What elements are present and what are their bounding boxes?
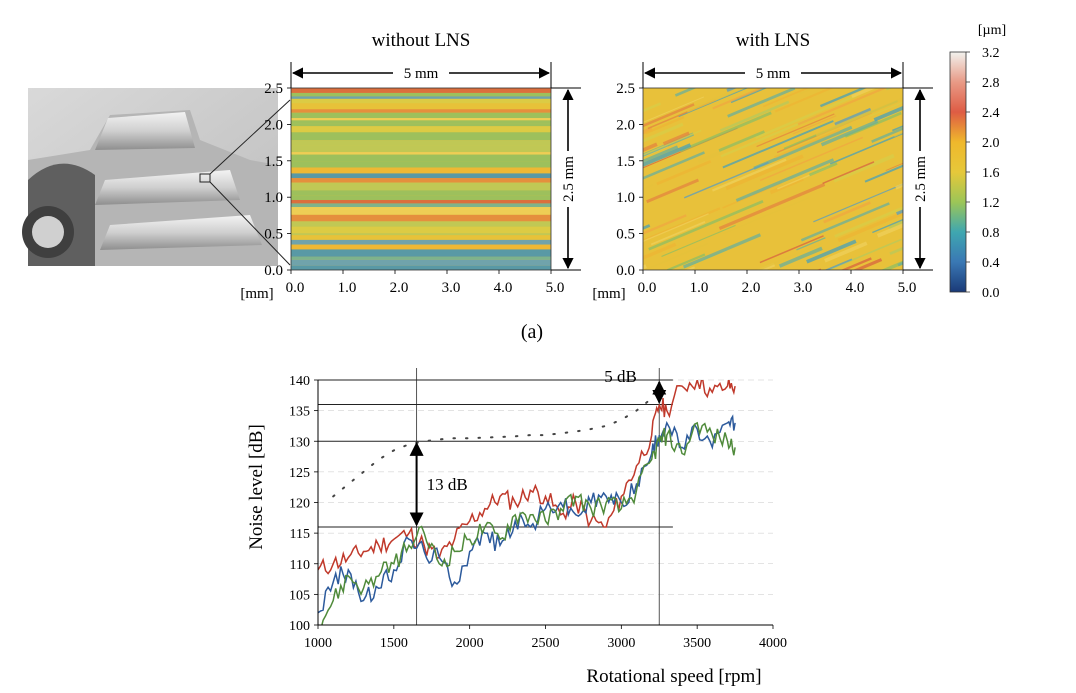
panel-x-tick: 4.0 — [494, 280, 513, 296]
x-tick-label: 1000 — [304, 636, 332, 651]
colorbar-tick-label: 1.6 — [982, 166, 1000, 181]
panel-y-tick: 0.0 — [616, 263, 635, 279]
colorbar-tick-label: 0.8 — [982, 226, 1000, 241]
panel-x-tick: 1.0 — [338, 280, 357, 296]
x-axis-label: Rotational speed [rpm] — [586, 666, 761, 687]
y-tick-label: 115 — [290, 527, 310, 542]
surface-texture — [643, 88, 903, 270]
panel-unit-label: [mm] — [592, 286, 625, 302]
x-tick-label: 3000 — [607, 636, 635, 651]
panel-y-tick: 2.0 — [264, 117, 283, 133]
panel-x-tick: 3.0 — [442, 280, 461, 296]
panel-x-tick: 5.0 — [546, 280, 565, 296]
panel-x-tick: 5.0 — [898, 280, 917, 296]
panel-x-tick: 0.0 — [638, 280, 657, 296]
panel-x-tick: 3.0 — [794, 280, 813, 296]
x-tick-label: 4000 — [759, 636, 787, 651]
panel-y-tick: 0.5 — [616, 227, 635, 243]
colorbar-tick-label: 2.8 — [982, 76, 1000, 91]
y-tick-label: 120 — [289, 497, 310, 512]
surface-panel-without-lns: without LNS 5 mm 2.5 mm 0.0 0.5 1.0 1.5 2.0 2.5 0… — [240, 30, 581, 302]
y-tick-label: 130 — [289, 435, 310, 450]
panel-y-tick: 1.0 — [264, 190, 283, 206]
panel-y-tick: 2.0 — [616, 117, 635, 133]
series-line-3 — [318, 421, 736, 625]
panel-title: without LNS — [372, 30, 471, 51]
colorbar-tick-label: 2.4 — [982, 106, 1000, 121]
gear-photo — [22, 88, 291, 266]
series-line-2 — [318, 414, 736, 614]
x-tick-label: 2500 — [532, 636, 560, 651]
panel-y-tick: 0.0 — [264, 263, 283, 279]
x-tick-label: 1500 — [380, 636, 408, 651]
annotation-label: 5 dB — [604, 367, 637, 386]
panel-unit-label: [mm] — [240, 286, 273, 302]
colorbar-tick-label: 1.2 — [982, 196, 1000, 211]
series-line-1 — [318, 380, 736, 575]
y-tick-label: 105 — [289, 588, 310, 603]
panel-x-tick: 1.0 — [690, 280, 709, 296]
y-axis-label: Noise level [dB] — [246, 424, 267, 550]
width-label: 5 mm — [404, 66, 439, 82]
surface-texture — [291, 88, 551, 270]
y-tick-label: 110 — [290, 558, 310, 573]
colorbar-unit: [µm] — [978, 23, 1006, 38]
x-tick-label: 2000 — [456, 636, 484, 651]
annotation-label: 13 dB — [427, 475, 468, 494]
panel-x-tick: 4.0 — [846, 280, 865, 296]
surface-panel-with-lns: with LNS 5 mm 2.5 mm 0.0 0.5 1.0 1.5 2.0 2.5 0.0 1… — [592, 30, 933, 302]
panel-x-tick: 2.0 — [742, 280, 761, 296]
height-label: 2.5 mm — [561, 156, 577, 202]
y-tick-label: 140 — [289, 374, 310, 389]
colorbar-tick-label: 2.0 — [982, 136, 1000, 151]
panel-y-tick: 2.5 — [264, 81, 283, 97]
panel-title: with LNS — [736, 30, 810, 51]
noise-chart: 1000 1500 2000 2500 3000 3500 4000 100 105 110 115… — [246, 367, 787, 687]
y-tick-label: 135 — [289, 405, 310, 420]
colorbar-tick-label: 0.4 — [982, 256, 1000, 271]
width-label: 5 mm — [756, 66, 791, 82]
panel-y-tick: 0.5 — [264, 227, 283, 243]
colorbar-tick-label: 3.2 — [982, 46, 1000, 61]
panel-x-tick: 0.0 — [286, 280, 305, 296]
colorbar-tick-label: 0.0 — [982, 286, 1000, 301]
colorbar: [µm] 3.2 2.8 2.4 2.0 1.6 1.2 0.8 0.4 0.0 — [949, 23, 1006, 301]
x-tick-label: 3500 — [683, 636, 711, 651]
y-tick-label: 125 — [289, 466, 310, 481]
y-tick-label: 100 — [289, 619, 310, 634]
panel-y-tick: 1.5 — [616, 154, 635, 170]
height-label: 2.5 mm — [913, 156, 929, 202]
panel-x-tick: 2.0 — [390, 280, 409, 296]
caption-a: (a) — [521, 321, 543, 343]
panel-y-tick: 1.0 — [616, 190, 635, 206]
panel-y-tick: 2.5 — [616, 81, 635, 97]
panel-y-tick: 1.5 — [264, 154, 283, 170]
